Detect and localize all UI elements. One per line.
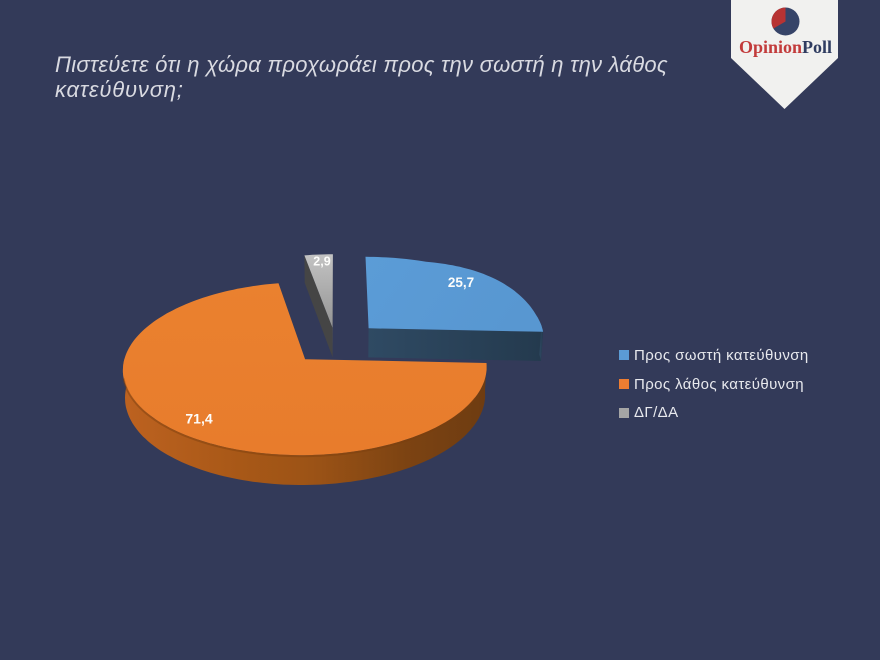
svg-text:71,4: 71,4: [185, 411, 212, 427]
svg-text:Poll: Poll: [802, 37, 832, 57]
svg-text:2,9: 2,9: [313, 255, 330, 269]
svg-text:25,7: 25,7: [448, 275, 474, 290]
svg-text:Opinion: Opinion: [739, 37, 802, 57]
